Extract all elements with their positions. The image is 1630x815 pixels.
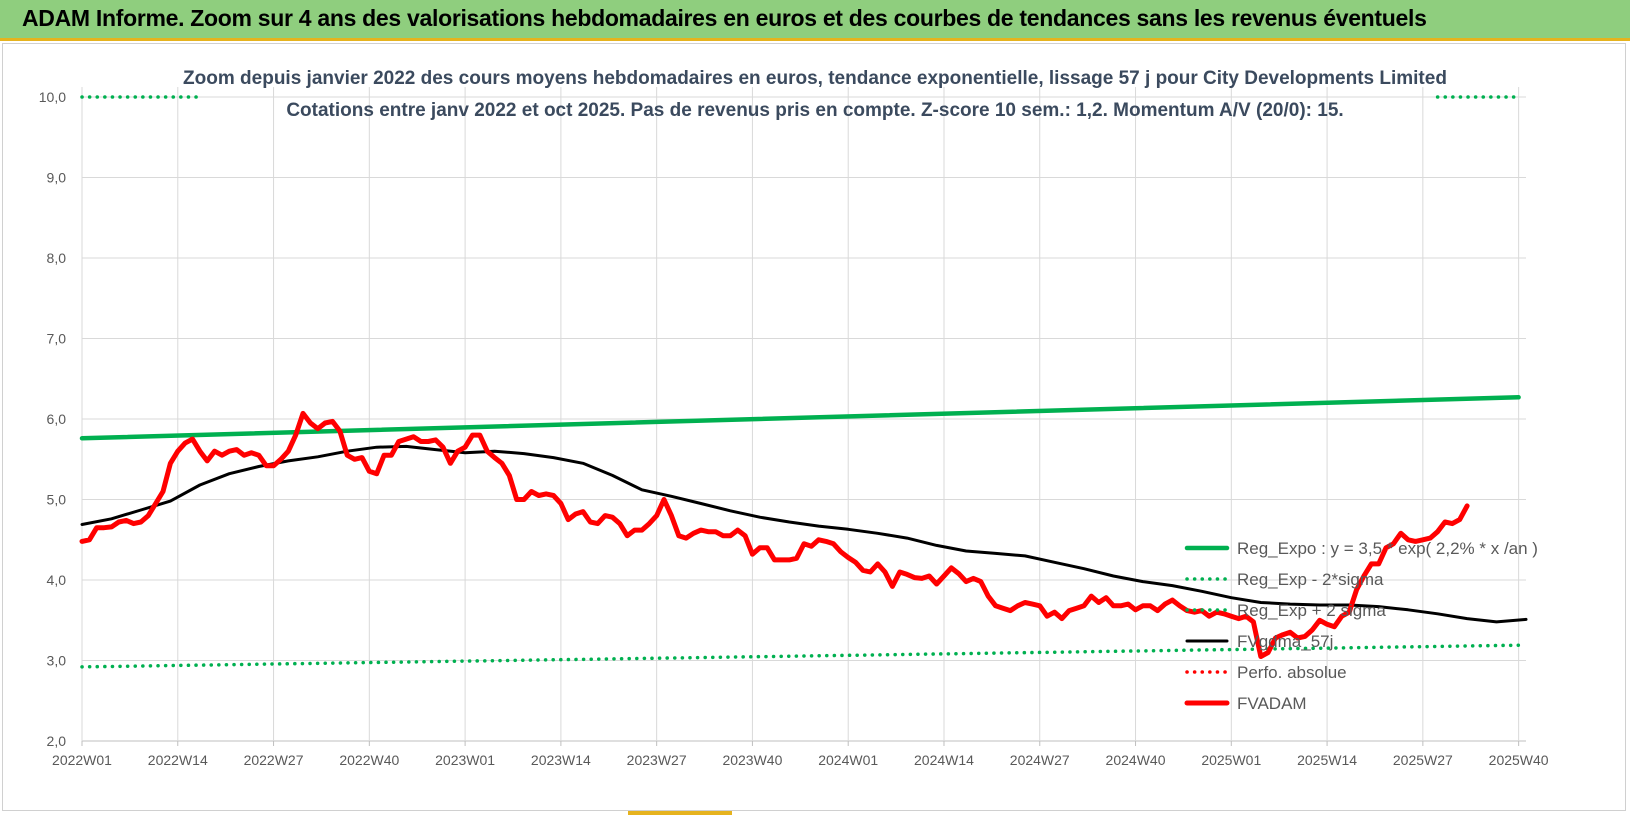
legend-label: Reg_Exp - 2*sigma xyxy=(1237,570,1384,589)
bottom-accent-bar xyxy=(628,811,732,815)
x-tick-label: 2022W01 xyxy=(52,752,112,768)
chart-title: Zoom depuis janvier 2022 des cours moyen… xyxy=(183,68,1447,89)
legend-label: FVADAM xyxy=(1237,694,1307,713)
y-tick-label: 8,0 xyxy=(47,250,67,266)
x-tick-label: 2023W40 xyxy=(722,752,782,768)
legend-label: Reg_Exp + 2 sigma xyxy=(1237,601,1386,620)
y-tick-label: 5,0 xyxy=(47,492,67,508)
legend-label: Reg_Expo : y = 3,5 * exp( 2,2% * x /an ) xyxy=(1237,539,1538,558)
report-header: ADAM Informe. Zoom sur 4 ans des valoris… xyxy=(0,0,1630,41)
chart-subtitle: Cotations entre janv 2022 et oct 2025. P… xyxy=(286,100,1343,121)
grid xyxy=(81,87,1526,742)
report-title: ADAM Informe. Zoom sur 4 ans des valoris… xyxy=(22,5,1427,31)
series-fvadam xyxy=(79,410,1470,659)
x-tick-label: 2023W01 xyxy=(435,752,495,768)
x-tick-label: 2022W27 xyxy=(244,752,304,768)
x-tick-label: 2024W27 xyxy=(1010,752,1070,768)
x-tick-label: 2023W27 xyxy=(627,752,687,768)
x-tick-label: 2025W27 xyxy=(1393,752,1453,768)
series-fvgdma-57j xyxy=(80,444,1528,624)
y-tick-label: 10,0 xyxy=(39,89,66,105)
x-tick-label: 2022W14 xyxy=(148,752,208,768)
y-axis: 2,0 3,0 4,0 5,0 6,0 7,0 8,0 9,0 10,0 xyxy=(39,89,66,749)
x-tick-label: 2023W14 xyxy=(531,752,591,768)
legend: Reg_Expo : y = 3,5 * exp( 2,2% * x /an )… xyxy=(1184,539,1538,713)
x-axis: 2022W01 2022W14 2022W27 2022W40 2023W01 2023W… xyxy=(52,741,1549,768)
chart-frame xyxy=(2,43,1626,811)
y-tick-label: 9,0 xyxy=(47,170,67,186)
x-tick-label: 2024W01 xyxy=(818,752,878,768)
legend-label: Perfo. absolue xyxy=(1237,663,1347,682)
y-tick-label: 3,0 xyxy=(47,653,67,669)
y-tick-label: 2,0 xyxy=(47,733,67,749)
y-tick-label: 6,0 xyxy=(47,411,67,427)
x-tick-label: 2022W40 xyxy=(339,752,399,768)
x-tick-label: 2025W01 xyxy=(1201,752,1261,768)
x-tick-label: 2024W40 xyxy=(1106,752,1166,768)
x-tick-label: 2024W14 xyxy=(914,752,974,768)
series-reg-expo-y-3-5-exp-2-2-x-an xyxy=(79,395,1521,441)
x-tick-label: 2025W14 xyxy=(1297,752,1357,768)
legend-label: FVgdma_57j xyxy=(1237,632,1333,651)
y-tick-label: 4,0 xyxy=(47,572,67,588)
y-tick-label: 7,0 xyxy=(47,331,67,347)
x-tick-label: 2025W40 xyxy=(1489,752,1549,768)
series-layer xyxy=(79,95,1528,669)
